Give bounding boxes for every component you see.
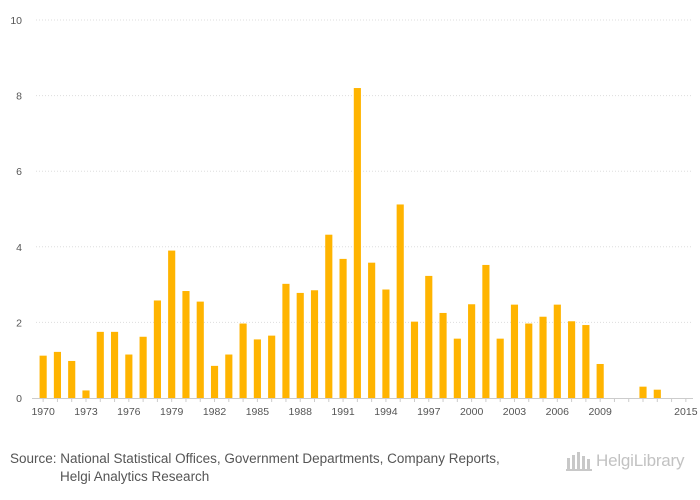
y-tick-label: 10: [10, 15, 22, 27]
x-tick-label: 1994: [374, 406, 398, 418]
bar-2000: [468, 304, 476, 398]
bar-1973: [82, 390, 90, 398]
x-tick-label: 1976: [117, 406, 141, 418]
bar-1983: [225, 354, 233, 398]
x-tick-label: 1979: [160, 406, 184, 418]
bar-2003: [510, 304, 519, 398]
library-building-icon: [566, 452, 592, 471]
x-tick-label: 2015: [674, 406, 698, 418]
bar-1995: [396, 204, 404, 398]
bar-2005: [539, 316, 547, 398]
bar-1976: [125, 354, 133, 398]
bar-1977: [139, 336, 147, 398]
bar-1972: [68, 360, 76, 398]
bar-1993: [368, 262, 376, 398]
bar-2013: [653, 389, 661, 398]
bar-1981: [196, 301, 204, 398]
bar-2001: [482, 264, 490, 398]
bar-2006: [553, 304, 561, 398]
y-tick-label: 6: [16, 166, 22, 178]
bar-2004: [525, 323, 533, 398]
helgilibrary-logo: HelgiLibrary: [566, 448, 694, 474]
tick-labels: 0 2 4 6 8 10 1970 1973 1976 1979 1982 1985 1988 1991 1…: [10, 15, 697, 418]
bar-1980: [182, 291, 190, 398]
bar-2012: [639, 386, 647, 398]
source-note: Source: National Statistical Offices, Go…: [10, 450, 550, 486]
bar-2008: [582, 325, 590, 398]
bar-1999: [453, 338, 461, 398]
x-tick-label: 2009: [588, 406, 612, 418]
y-tick-label: 2: [16, 317, 22, 329]
x-tick-label: 1973: [74, 406, 98, 418]
axes: [32, 398, 693, 402]
bar-chart: 0 2 4 6 8 10 1970 1973 1976 1979 1982 1985 1988 1991 1…: [10, 15, 697, 418]
bar-1996: [410, 321, 419, 398]
bar-1982: [210, 365, 219, 398]
y-tick-label: 8: [16, 91, 22, 103]
gridlines: [36, 19, 693, 323]
x-tick-label: 1991: [331, 406, 355, 418]
bar-1992: [353, 88, 361, 398]
bar-2002: [496, 338, 504, 398]
bar-1970: [39, 355, 47, 398]
source-line-1: Source: National Statistical Offices, Go…: [10, 451, 500, 466]
y-tick-label: 0: [16, 393, 22, 405]
bar-1994: [382, 289, 390, 398]
bar-1987: [282, 283, 290, 398]
x-tick-label: 1982: [203, 406, 227, 418]
x-tick-label: 2006: [546, 406, 570, 418]
bar-1991: [339, 258, 347, 398]
x-tick-label: 1988: [289, 406, 313, 418]
x-tick-label: 2000: [460, 406, 484, 418]
bar-1989: [310, 290, 319, 398]
bar-1984: [239, 323, 247, 398]
bar-1990: [325, 234, 333, 398]
bar-1979: [168, 250, 176, 398]
bar-1998: [439, 312, 447, 398]
x-tick-label: 1985: [246, 406, 270, 418]
bar-1971: [53, 351, 61, 398]
logo-text: HelgiLibrary: [596, 451, 685, 470]
x-tick-label: 2003: [503, 406, 527, 418]
bar-1985: [253, 339, 261, 398]
y-tick-label: 4: [16, 242, 22, 254]
bar-series: [39, 88, 661, 398]
x-tick-label: 1970: [31, 406, 55, 418]
bar-1986: [268, 335, 276, 398]
bar-2007: [568, 321, 576, 398]
bar-2009: [596, 363, 604, 398]
source-line-2: Helgi Analytics Research: [60, 469, 210, 484]
bar-1974: [96, 331, 104, 398]
bar-1997: [425, 275, 433, 398]
x-tick-label: 1997: [417, 406, 441, 418]
bar-1978: [153, 300, 161, 398]
bar-1975: [110, 331, 119, 398]
bar-1988: [296, 292, 304, 398]
